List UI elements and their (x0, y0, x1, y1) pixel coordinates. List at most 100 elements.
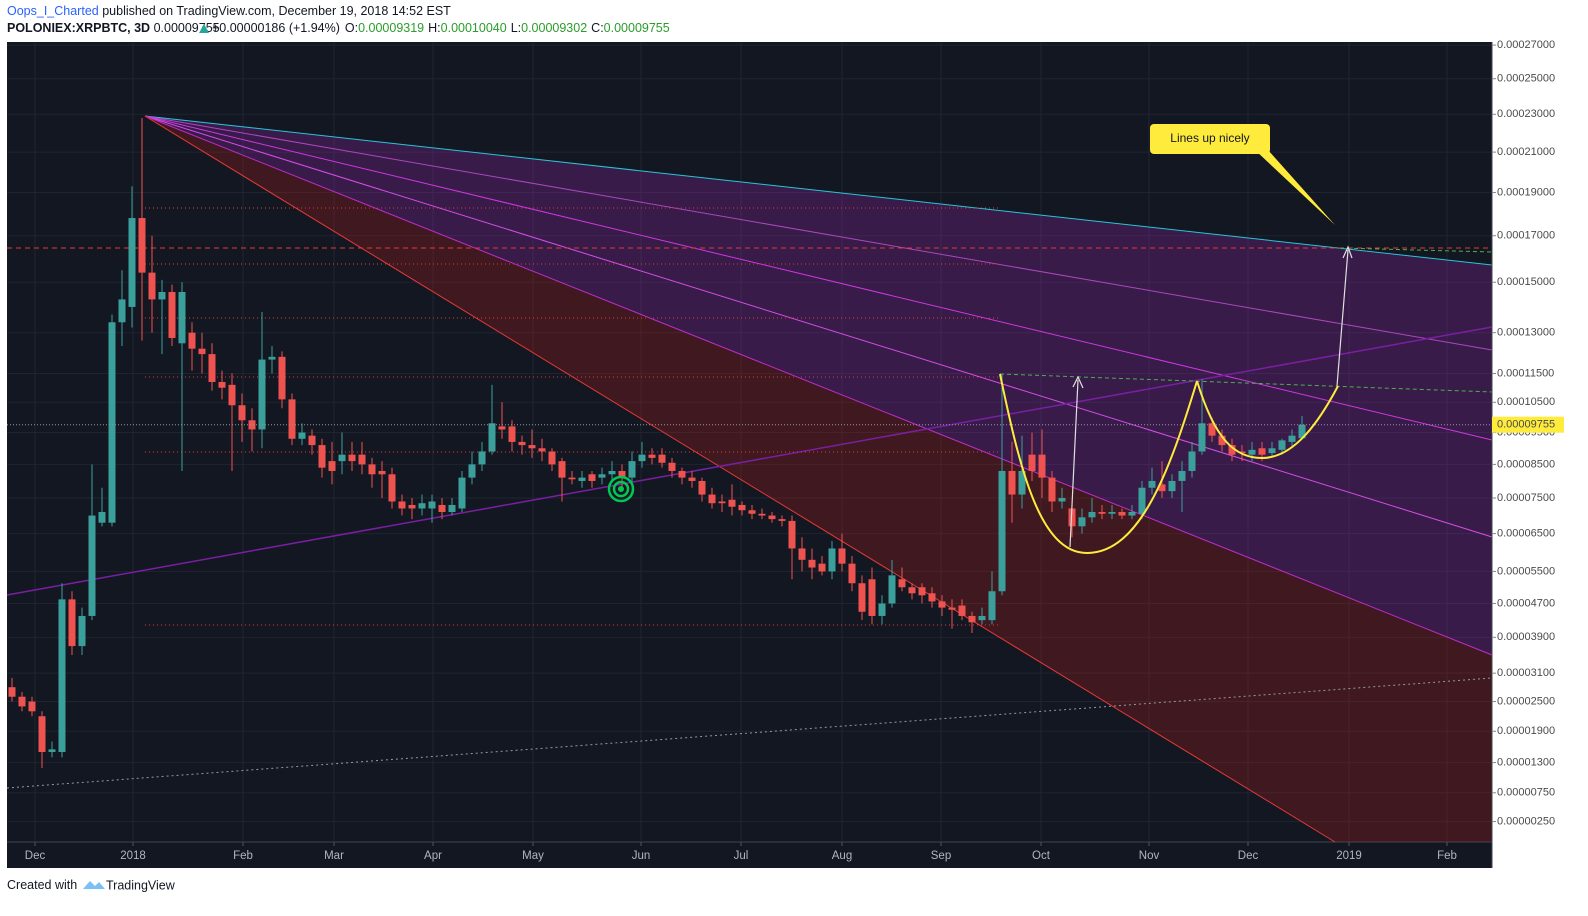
candle-body (338, 454, 346, 462)
pattern: Lines up nicely (607, 124, 1353, 555)
candle-body (1098, 511, 1106, 514)
header-value: L: (511, 21, 521, 35)
callout-box (1150, 124, 1270, 154)
candle-body (98, 511, 106, 523)
header-values: +0.00000186 (+1.94%) O:0.00009319 H:0.0001… (212, 21, 670, 35)
candle-body (548, 451, 556, 465)
candle-body (568, 477, 576, 480)
header-value: 0.00010040 (441, 21, 507, 35)
footer-brand[interactable]: TradingView (106, 878, 176, 892)
candle-body (658, 454, 666, 463)
y-tick-label: 0.00006500 (1497, 528, 1555, 540)
candle-body (1198, 423, 1206, 452)
candle-body (968, 615, 976, 623)
candle-body (438, 504, 446, 512)
price: 0.00009755 (154, 21, 220, 35)
candle-body (398, 501, 406, 509)
fan-line (144, 115, 1493, 656)
candle-body (468, 464, 476, 478)
candle-body (1168, 480, 1176, 492)
candle-body (1138, 487, 1146, 514)
candle-body (668, 462, 676, 471)
y-tick-label: 0.00003100 (1497, 667, 1555, 679)
candle-body (818, 563, 826, 572)
candle-body (448, 504, 456, 512)
candle-body (678, 470, 686, 478)
callout-text: Lines up nicely (1170, 131, 1249, 145)
candle-body (218, 381, 226, 388)
x-tick-label: May (522, 850, 544, 862)
x-tick-label: Feb (233, 850, 253, 862)
candle-body (148, 272, 156, 300)
candle-body (118, 299, 126, 323)
candle-body (898, 579, 906, 588)
candle-body (538, 448, 546, 452)
candle-body (518, 441, 526, 446)
grid (7, 42, 1492, 842)
x-tick-label: Sep (931, 850, 951, 862)
price-axis-background (1493, 42, 1588, 868)
candle-body (718, 501, 726, 504)
candle-body (268, 356, 276, 360)
x-tick-label: Jul (734, 850, 749, 862)
candle-body (988, 591, 996, 621)
trend-line (6, 677, 1493, 789)
candle-body (378, 470, 386, 475)
level-lines (145, 207, 1000, 626)
candle-body (1118, 511, 1126, 516)
header-value: O: (345, 21, 358, 35)
candle-body (948, 607, 956, 610)
fan-line (144, 115, 1336, 843)
candle-body (1128, 511, 1136, 516)
candle-body (108, 322, 116, 523)
header-value: 0.00009319 (358, 21, 424, 35)
candle-body (998, 470, 1006, 592)
x-tick-label: Aug (832, 850, 852, 862)
candle-body (1248, 449, 1256, 455)
candle-body (688, 477, 696, 481)
y-tick-label: 0.00007500 (1497, 492, 1555, 504)
neckline (999, 373, 1493, 393)
fan-fill (145, 116, 1492, 842)
target-icon (618, 486, 624, 492)
candle-body (1058, 498, 1066, 502)
target-icon (607, 475, 635, 503)
candle-body (1288, 435, 1296, 442)
candle-body (428, 501, 436, 509)
y-tick-label: 0.00002500 (1497, 695, 1555, 707)
candle-body (1008, 470, 1016, 495)
x-tick-label: Dec (1238, 850, 1259, 862)
candle-body (1078, 517, 1086, 527)
candle-body (508, 426, 516, 442)
candle-body (528, 445, 536, 449)
candle-body (1188, 451, 1196, 471)
candle-body (828, 548, 836, 572)
candle-body (38, 716, 46, 752)
candle-body (618, 470, 626, 478)
candle-body (1228, 445, 1236, 455)
candle-body (18, 696, 26, 707)
candle-body (48, 749, 56, 752)
candle-body (768, 515, 776, 520)
candle-body (498, 426, 506, 430)
candle-body (248, 420, 256, 430)
candle-body (868, 579, 876, 616)
y-tick-label: 0.00000250 (1497, 816, 1555, 828)
y-tick-label: 0.00001900 (1497, 725, 1555, 737)
candle-body (1178, 470, 1186, 481)
candle-body (848, 563, 856, 584)
candle-body (328, 461, 336, 471)
candles (7, 117, 1492, 768)
candle-body (888, 575, 896, 604)
drawings (6, 115, 1493, 843)
y-tick-label: 0.00023000 (1497, 108, 1555, 120)
header-value: C: (591, 21, 604, 35)
candle-body (388, 474, 396, 502)
author[interactable]: Oops_I_Charted (7, 4, 99, 18)
candle-body (178, 292, 186, 344)
candle-body (1278, 440, 1286, 450)
candle-body (1298, 424, 1306, 439)
candle-body (348, 454, 356, 462)
target-icon (612, 480, 630, 498)
